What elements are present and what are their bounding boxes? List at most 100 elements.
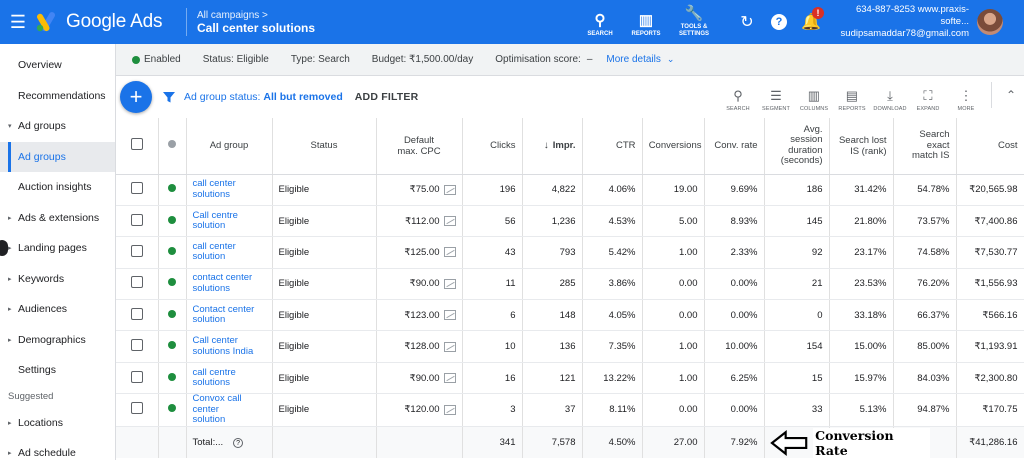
header-avg-session-duration[interactable]: Avg. session duration (seconds) (764, 118, 830, 175)
cpc-cell[interactable]: ₹120.00 (376, 393, 463, 427)
bid-chart-icon[interactable] (443, 247, 456, 258)
header-default-max-cpc[interactable]: Default max. CPC (376, 118, 463, 175)
notifications-bell-icon[interactable]: 🔔 ! (795, 7, 827, 32)
select-all-checkbox[interactable] (130, 138, 143, 151)
bid-chart-icon[interactable] (443, 404, 456, 415)
table-row[interactable]: contact center solutions Eligible ₹90.00 11 2… (116, 268, 1024, 301)
row-checkbox[interactable] (130, 370, 143, 383)
ad-group-link[interactable]: Call centre solution (193, 210, 266, 232)
table-row[interactable]: call center solution Eligible ₹125.00 43 793 5… (116, 236, 1024, 269)
conversions-cell: 1.00 (642, 236, 705, 269)
cpc-cell[interactable]: ₹75.00 (376, 174, 463, 206)
bid-chart-icon[interactable] (443, 278, 456, 289)
avatar[interactable] (977, 9, 1003, 35)
table-row[interactable]: Contact center solution Eligible ₹123.00 6 14… (116, 299, 1024, 332)
nav-collapse-handle[interactable] (0, 240, 8, 256)
nav-item-auction-insights[interactable]: Auction insights (0, 172, 115, 203)
nav-item-settings[interactable]: Settings (0, 355, 115, 386)
row-checkbox[interactable] (130, 307, 143, 320)
campaign-budget[interactable]: Budget: ₹1,500.00/day (371, 54, 474, 65)
ad-group-link[interactable]: Convox call center solution (193, 394, 266, 425)
breadcrumb-all-campaigns[interactable]: All campaigns > (197, 10, 577, 21)
nav-item-overview[interactable]: Overview (0, 50, 115, 81)
row-checkbox[interactable] (130, 402, 143, 415)
cpc-cell[interactable]: ₹128.00 (376, 330, 463, 363)
nav-group-ad-groups[interactable]: ▾ Ad groups (0, 111, 115, 142)
cpc-cell[interactable]: ₹90.00 (376, 268, 463, 301)
nav-item-demographics[interactable]: ▸ Demographics (0, 325, 115, 356)
header-conversions[interactable]: Conversions (642, 118, 705, 175)
cpc-cell[interactable]: ₹112.00 (376, 205, 463, 238)
ad-group-link[interactable]: contact center solutions (193, 273, 266, 294)
row-checkbox[interactable] (130, 339, 143, 352)
header-impr[interactable]: ↓ Impr. (522, 118, 583, 175)
nav-item-ads-extensions[interactable]: ▸ Ads & extensions (0, 203, 115, 234)
tools-settings-button[interactable]: 🔧 TOOLS & SETTINGS (670, 5, 718, 38)
account-info[interactable]: 634-887-8253 www.praxis-softe... sudipsa… (835, 4, 969, 40)
ad-group-link[interactable]: call centre solutions (193, 367, 266, 389)
header-status[interactable]: Status (272, 118, 377, 175)
add-button[interactable]: + (120, 81, 152, 113)
header-clicks[interactable]: Clicks (462, 118, 523, 175)
bid-chart-icon[interactable] (443, 341, 456, 352)
table-row[interactable]: Call center solutions India Eligible ₹128.0… (116, 330, 1024, 363)
filter-funnel-icon[interactable] (162, 90, 176, 104)
more-button[interactable]: ⋮ MORE (947, 88, 985, 112)
columns-button[interactable]: ▥ COLUMNS (795, 88, 833, 112)
row-checkbox[interactable] (130, 244, 143, 257)
header-search-lost-is[interactable]: Search lost IS (rank) (829, 118, 894, 175)
nav-item-ad-groups[interactable]: Ad groups (0, 141, 115, 172)
table-row[interactable]: Call centre solution Eligible ₹112.00 56 1,23… (116, 205, 1024, 238)
help-circle-icon[interactable]: ? (233, 437, 244, 448)
ad-group-link[interactable]: Call center solutions India (193, 336, 266, 357)
ad-group-link[interactable]: call center solutions (193, 179, 266, 200)
segment-button[interactable]: ☰ SEGMENT (757, 88, 795, 112)
cpc-cell[interactable]: ₹90.00 (376, 362, 463, 395)
nav-item-audiences[interactable]: ▸ Audiences (0, 294, 115, 325)
reports-tool-button[interactable]: ▥ REPORTS (624, 12, 668, 38)
arrow-left-icon (770, 430, 808, 456)
nav-item-ad-schedule[interactable]: ▸ Ad schedule (0, 438, 115, 460)
nav-item-landing-pages[interactable]: ▸ Landing pages (0, 233, 115, 264)
row-checkbox[interactable] (130, 182, 143, 195)
row-checkbox[interactable] (130, 213, 143, 226)
table-row[interactable]: call center solutions Eligible ₹75.00 196 4,8… (116, 174, 1024, 206)
nav-item-locations[interactable]: ▸ Locations (0, 408, 115, 439)
ad-group-link[interactable]: call center solution (193, 241, 266, 263)
table-row[interactable]: call centre solutions Eligible ₹90.00 16 121 1… (116, 362, 1024, 395)
header-ctr[interactable]: CTR (582, 118, 643, 175)
header-text: Search (919, 129, 950, 140)
refresh-icon[interactable]: ↻ (740, 14, 754, 31)
more-details-link[interactable]: More details ⌄ (606, 54, 674, 65)
expand-button[interactable]: ⛶ EXPAND (909, 88, 947, 112)
header-search-exact-match-is[interactable]: Search exact match IS (893, 118, 957, 175)
bid-chart-icon[interactable] (443, 310, 456, 321)
table-search-button[interactable]: ⚲ SEARCH (719, 88, 757, 112)
header-ad-group[interactable]: Ad group (186, 118, 273, 175)
cpc-cell[interactable]: ₹123.00 (376, 299, 463, 332)
cpc-cell[interactable]: ₹125.00 (376, 236, 463, 269)
bid-chart-icon[interactable] (443, 184, 456, 195)
row-select-cell (116, 299, 159, 332)
bid-chart-icon[interactable] (443, 373, 456, 384)
ad-group-link[interactable]: Contact center solution (193, 304, 266, 326)
row-checkbox[interactable] (130, 276, 143, 289)
active-filter-chip[interactable]: Ad group status: All but removed (184, 91, 343, 103)
chevron-up-icon[interactable]: ⌃ (1005, 88, 1017, 102)
help-icon[interactable]: ? (763, 14, 795, 30)
enabled-status[interactable]: Enabled (144, 54, 181, 65)
header-cost[interactable]: Cost (956, 118, 1024, 175)
header-conv-rate[interactable]: Conv. rate (704, 118, 765, 175)
google-ads-logo[interactable]: Google Ads (36, 11, 178, 33)
table-row[interactable]: Convox call center solution Eligible ₹120.00… (116, 393, 1024, 427)
nav-item-keywords[interactable]: ▸ Keywords (0, 264, 115, 295)
add-filter-button[interactable]: ADD FILTER (354, 91, 419, 103)
hamburger-menu-icon[interactable]: ☰ (9, 11, 27, 32)
bid-chart-icon[interactable] (443, 216, 456, 227)
search-tool-button[interactable]: ⚲ SEARCH (578, 12, 622, 38)
download-button[interactable]: ⤓ DOWNLOAD (871, 88, 909, 112)
nav-item-recommendations[interactable]: Recommendations (0, 81, 115, 112)
campaign-title[interactable]: Call center solutions (197, 20, 316, 35)
table-reports-button[interactable]: ▤ REPORTS (833, 88, 871, 112)
conv-rate-cell: 10.00% (704, 330, 765, 363)
